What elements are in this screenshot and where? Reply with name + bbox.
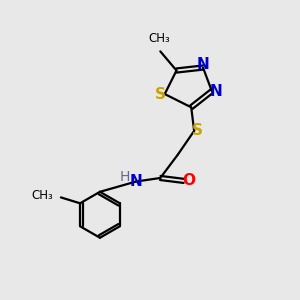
Text: S: S <box>155 87 166 102</box>
Text: N: N <box>196 57 209 72</box>
Text: N: N <box>130 174 142 189</box>
Text: S: S <box>192 123 203 138</box>
Text: O: O <box>183 173 196 188</box>
Text: H: H <box>120 170 130 184</box>
Text: N: N <box>210 84 223 99</box>
Text: CH₃: CH₃ <box>148 32 170 45</box>
Text: CH₃: CH₃ <box>32 189 54 203</box>
